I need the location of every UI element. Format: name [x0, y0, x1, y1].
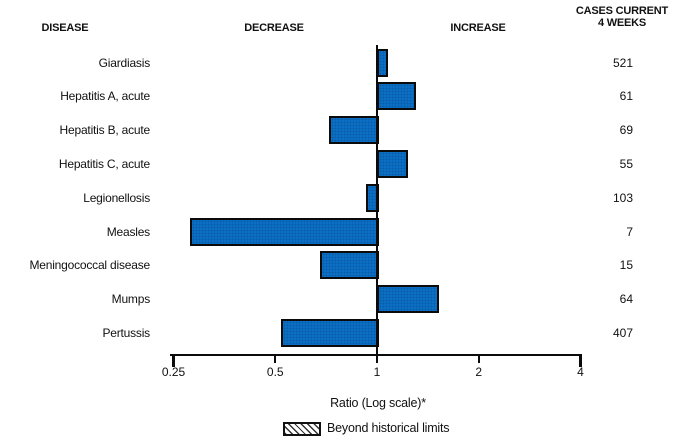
ratio-bar — [377, 82, 417, 111]
ratio-bar — [190, 217, 379, 246]
column-header-cases-line2: 4 WEEKS — [597, 17, 647, 29]
x-axis-line — [170, 354, 581, 356]
disease-label: Mumps — [111, 292, 151, 307]
x-axis-tick — [376, 354, 378, 363]
disease-label: Meningococcal disease — [29, 258, 150, 273]
column-header-increase: INCREASE — [450, 22, 506, 34]
x-axis-tick-label: 2 — [475, 365, 483, 379]
disease-label: Hepatitis C, acute — [58, 156, 150, 171]
case-count: 407 — [612, 325, 633, 340]
case-count: 69 — [619, 123, 633, 138]
disease-label: Measles — [106, 224, 150, 239]
column-header-cases-line1: CASES CURRENT — [575, 5, 669, 17]
x-axis-tick — [579, 354, 582, 367]
disease-label: Legionellosis — [83, 190, 150, 205]
x-axis-tick-label: 4 — [577, 365, 584, 379]
ratio-bar — [281, 318, 379, 347]
case-count: 64 — [619, 292, 633, 307]
x-axis-title: Ratio (Log scale)* — [330, 396, 426, 410]
case-count: 7 — [626, 224, 633, 239]
case-count: 61 — [619, 89, 633, 104]
column-header-cases-current: CASES CURRENT 4 WEEKS — [552, 5, 678, 29]
ratio-bar — [366, 183, 379, 212]
disease-label: Hepatitis B, acute — [59, 123, 151, 138]
disease-label: Pertussis — [102, 325, 150, 340]
ratio-one-reference-line — [376, 45, 378, 356]
ratio-bar — [328, 116, 379, 145]
x-axis-tick — [172, 354, 175, 367]
legend-label: Beyond historical limits — [327, 421, 450, 435]
x-axis-tick-label: 0.5 — [266, 365, 284, 379]
ratio-bar — [320, 251, 379, 280]
x-axis-tick — [274, 354, 277, 363]
case-count: 521 — [612, 55, 633, 70]
ratio-bar — [377, 285, 439, 314]
x-axis-tick-label: 0.25 — [161, 365, 186, 379]
ratio-bar — [377, 48, 388, 77]
case-count: 15 — [619, 258, 633, 273]
column-header-disease: DISEASE — [41, 22, 89, 34]
disease-label: Giardiasis — [98, 55, 151, 70]
ratio-bar — [377, 149, 409, 178]
case-count: 103 — [612, 190, 633, 205]
case-count: 55 — [619, 156, 633, 171]
x-axis-tick — [477, 354, 480, 363]
column-header-decrease: DECREASE — [244, 22, 304, 34]
beyond-historical-limits-hatched-swatch — [283, 422, 321, 436]
x-axis-tick-label: 1 — [373, 365, 381, 379]
disease-label: Hepatitis A, acute — [60, 89, 150, 104]
